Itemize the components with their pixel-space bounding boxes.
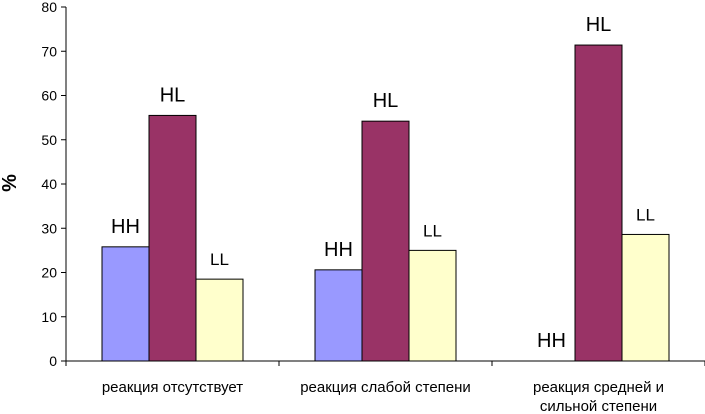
bar [361, 120, 410, 362]
x-tick-label: реакция средней и сильной степени [533, 379, 664, 414]
data-label: LL [636, 205, 655, 224]
bar [314, 269, 363, 362]
y-tick-label: 0 [49, 353, 57, 369]
y-tick-label: 70 [41, 43, 57, 59]
bar [195, 278, 244, 362]
bar [621, 233, 670, 362]
x-tick-label: реакция отсутствует [102, 379, 243, 396]
data-label: HL [586, 14, 612, 36]
data-label: HH [324, 239, 353, 261]
bar [574, 44, 623, 362]
data-labels: HH HL LL HH HL LL HH HL LL [111, 14, 655, 352]
y-tick-label: 60 [41, 88, 57, 104]
y-axis-label: % [0, 174, 21, 192]
y-tick-label: 80 [41, 0, 57, 15]
bar [148, 114, 197, 362]
bar [408, 249, 457, 362]
y-tick-label: 30 [41, 220, 57, 236]
y-tick-label: 50 [41, 132, 57, 148]
y-tick-label: 40 [41, 176, 57, 192]
data-label: LL [210, 250, 229, 269]
y-tick-label: 20 [41, 265, 57, 281]
x-tick-label: реакция слабой степени [300, 379, 471, 396]
data-label: HH [111, 216, 140, 238]
data-label: HH [537, 330, 566, 352]
data-label: LL [423, 221, 442, 240]
category-labels: реакция отсутствует реакция слабой степен… [102, 379, 664, 414]
axes: 0 10 20 30 40 50 60 70 80 [41, 0, 705, 369]
y-tick-label: 10 [41, 309, 57, 325]
data-label: HL [160, 84, 186, 106]
bars [101, 44, 670, 362]
data-label: HL [373, 90, 399, 112]
bar [101, 246, 150, 362]
